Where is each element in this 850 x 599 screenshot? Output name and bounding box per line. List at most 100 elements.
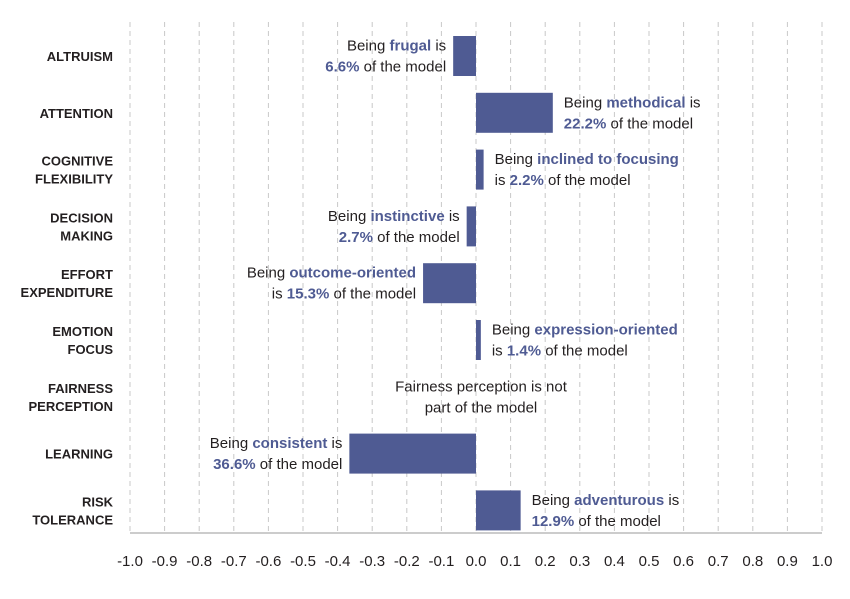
category-label-line: DECISION xyxy=(50,210,113,225)
annotation-text: of the model xyxy=(606,115,693,132)
category-label-line: FOCUS xyxy=(68,342,114,357)
annotation-text: Being xyxy=(495,151,538,168)
annotation-highlight: inclined to focusing xyxy=(537,151,679,168)
category-label-line: RISK xyxy=(82,494,114,509)
annotation-highlight: consistent xyxy=(252,435,327,452)
annotation-text: is xyxy=(431,38,446,55)
bar xyxy=(423,263,476,304)
annotation-highlight: 36.6% xyxy=(213,456,256,473)
category-labels: ALTRUISM ATTENTION COGNITIVE FLEXIBILITY DEC… xyxy=(21,49,114,527)
x-tick-label: -0.2 xyxy=(394,553,420,570)
x-tick-label: -0.3 xyxy=(359,553,385,570)
x-tick-label: 0.8 xyxy=(742,553,763,570)
annotation-text: of the model xyxy=(574,513,661,530)
category-label: COGNITIVE FLEXIBILITY xyxy=(35,154,113,187)
x-tick-label: 0.4 xyxy=(604,553,625,570)
annotation-text: Being xyxy=(492,322,535,339)
x-tick-label: 0.1 xyxy=(500,553,521,570)
category-label-line: LEARNING xyxy=(45,447,113,462)
bar xyxy=(476,490,521,531)
annotation-highlight: 2.2% xyxy=(510,172,544,189)
category-label-line: MAKING xyxy=(60,228,113,243)
category-label-line: TOLERANCE xyxy=(32,512,113,527)
annotation-highlight: 12.9% xyxy=(532,513,575,530)
category-label-line: PERCEPTION xyxy=(28,399,113,414)
annotation-text: of the model xyxy=(544,172,631,189)
annotation-text: of the model xyxy=(541,343,628,360)
annotation-highlight: adventurous xyxy=(574,492,664,509)
bar xyxy=(349,433,476,474)
category-label-line: FAIRNESS xyxy=(48,381,113,396)
annotation-highlight: methodical xyxy=(606,94,685,111)
annotation-highlight: 2.7% xyxy=(339,229,373,246)
bar-annotation: Being adventurous is 12.9% of the model xyxy=(532,492,680,530)
annotation-text: of the model xyxy=(373,229,460,246)
x-tick-label: -0.7 xyxy=(221,553,247,570)
x-tick-label: 1.0 xyxy=(812,553,833,570)
category-label: ATTENTION xyxy=(40,106,113,121)
x-tick-label: -0.5 xyxy=(290,553,316,570)
annotation-text: Being xyxy=(532,492,575,509)
annotation-highlight: 22.2% xyxy=(564,115,607,132)
annotation-text: Being xyxy=(328,208,371,225)
bar-annotation: Fairness perception is not part of the mo… xyxy=(395,378,568,416)
annotation-text: Being xyxy=(347,38,390,55)
annotation-text: is xyxy=(664,492,679,509)
annotation-text: is xyxy=(327,435,342,452)
annotation-text: is xyxy=(495,172,510,189)
annotation-text: of the model xyxy=(256,456,343,473)
category-label: LEARNING xyxy=(45,447,113,462)
x-tick-label: 0.7 xyxy=(708,553,729,570)
category-label: FAIRNESS PERCEPTION xyxy=(28,381,113,414)
annotation-text: Being xyxy=(564,94,607,111)
annotation-text: of the model xyxy=(329,286,416,303)
annotation-highlight: 15.3% xyxy=(287,286,330,303)
category-label-line: EXPENDITURE xyxy=(21,285,114,300)
annotation-text: is xyxy=(445,208,460,225)
annotation-highlight: instinctive xyxy=(370,208,444,225)
x-tick-labels: -1.0 -0.9 -0.8 -0.7 -0.6 -0.5 -0.4 -0.3 -0.2 -0.1… xyxy=(117,553,832,570)
x-tick-label: 0.2 xyxy=(535,553,556,570)
x-tick-label: 0.6 xyxy=(673,553,694,570)
x-tick-label: 0.9 xyxy=(777,553,798,570)
annotation-text: part of the model xyxy=(425,399,538,416)
category-label: ALTRUISM xyxy=(47,49,113,64)
bar-annotation: Being instinctive is 2.7% of the model xyxy=(328,208,460,246)
bar xyxy=(476,320,481,360)
category-label-line: FLEXIBILITY xyxy=(35,172,113,187)
bars xyxy=(349,36,553,531)
category-label-line: EFFORT xyxy=(61,267,113,282)
x-tick-label: -0.1 xyxy=(428,553,454,570)
annotation-text: is xyxy=(686,94,701,111)
category-label-line: COGNITIVE xyxy=(41,154,113,169)
annotation-text: Being xyxy=(210,435,253,452)
x-tick-label: -0.6 xyxy=(255,553,281,570)
bar-annotation: Being methodical is 22.2% of the model xyxy=(564,94,701,132)
category-label: DECISION MAKING xyxy=(50,210,113,243)
bar-annotation: Being consistent is 36.6% of the model xyxy=(210,435,343,473)
bar-annotation: Being inclined to focusing is 2.2% of the… xyxy=(495,151,679,189)
category-label: EFFORT EXPENDITURE xyxy=(21,267,114,300)
annotation-text: is xyxy=(492,343,507,360)
bar xyxy=(466,206,476,247)
annotation-highlight: 1.4% xyxy=(507,343,541,360)
x-tick-label: -0.8 xyxy=(186,553,212,570)
annotation-text: is xyxy=(272,286,287,303)
bar-annotation: Being expression-oriented is 1.4% of the … xyxy=(492,322,678,360)
category-label: RISK TOLERANCE xyxy=(32,494,113,527)
bar xyxy=(476,149,484,190)
x-tick-label: -1.0 xyxy=(117,553,143,570)
bar xyxy=(476,92,553,133)
category-label-line: EMOTION xyxy=(52,324,113,339)
x-tick-label: 0.5 xyxy=(639,553,660,570)
annotation-text: Being xyxy=(247,265,290,282)
annotation-text: of the model xyxy=(359,59,446,76)
x-tick-label: 0.3 xyxy=(569,553,590,570)
annotation-text: Fairness perception is not xyxy=(395,378,568,395)
annotation-highlight: outcome-oriented xyxy=(289,265,416,282)
annotation-highlight: expression-oriented xyxy=(534,322,677,339)
category-label-line: ATTENTION xyxy=(40,106,113,121)
bar-annotation: Being frugal is 6.6% of the model xyxy=(325,38,446,76)
